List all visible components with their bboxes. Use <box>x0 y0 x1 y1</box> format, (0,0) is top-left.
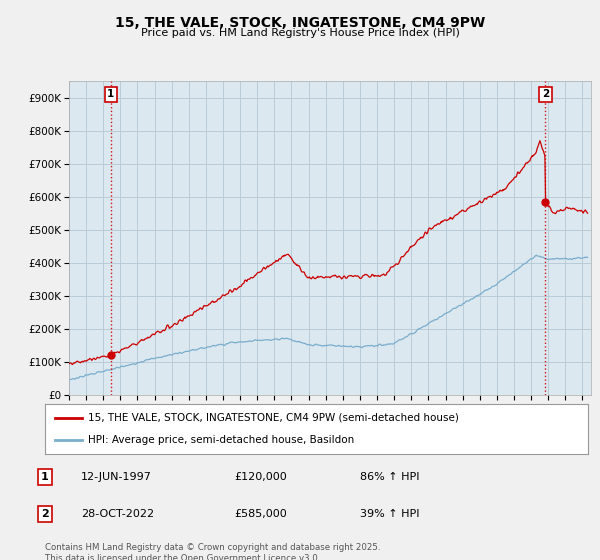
Text: 86% ↑ HPI: 86% ↑ HPI <box>360 472 419 482</box>
Text: 39% ↑ HPI: 39% ↑ HPI <box>360 509 419 519</box>
Text: 15, THE VALE, STOCK, INGATESTONE, CM4 9PW: 15, THE VALE, STOCK, INGATESTONE, CM4 9P… <box>115 16 485 30</box>
Text: 15, THE VALE, STOCK, INGATESTONE, CM4 9PW (semi-detached house): 15, THE VALE, STOCK, INGATESTONE, CM4 9P… <box>88 413 460 423</box>
Text: 2: 2 <box>41 509 49 519</box>
Text: 12-JUN-1997: 12-JUN-1997 <box>81 472 152 482</box>
Text: Price paid vs. HM Land Registry's House Price Index (HPI): Price paid vs. HM Land Registry's House … <box>140 28 460 38</box>
Text: HPI: Average price, semi-detached house, Basildon: HPI: Average price, semi-detached house,… <box>88 435 355 445</box>
Text: £120,000: £120,000 <box>234 472 287 482</box>
Text: 1: 1 <box>107 90 115 100</box>
Text: 1: 1 <box>41 472 49 482</box>
Text: £585,000: £585,000 <box>234 509 287 519</box>
Text: 2: 2 <box>542 90 549 100</box>
Text: 28-OCT-2022: 28-OCT-2022 <box>81 509 154 519</box>
Text: Contains HM Land Registry data © Crown copyright and database right 2025.
This d: Contains HM Land Registry data © Crown c… <box>45 543 380 560</box>
